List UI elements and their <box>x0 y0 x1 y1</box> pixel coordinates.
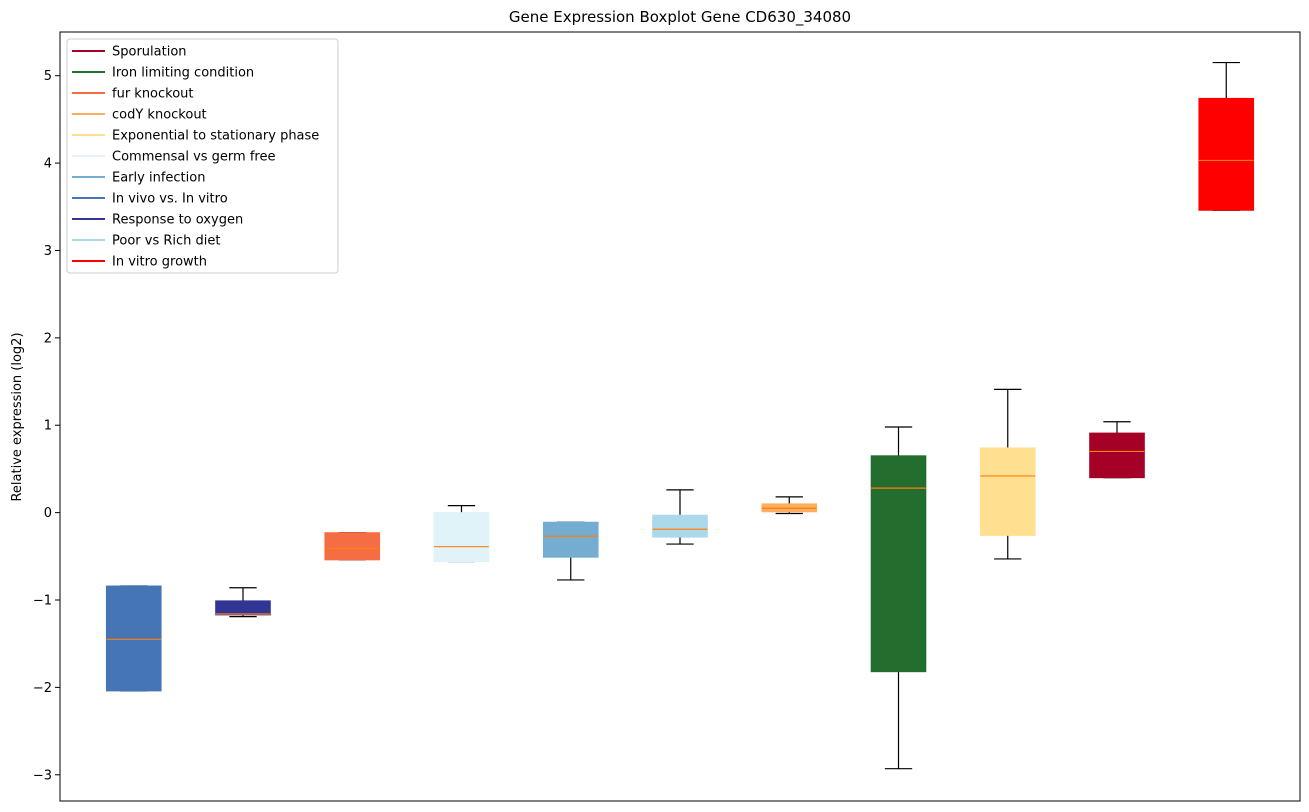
box-body <box>1089 432 1145 479</box>
y-axis-label: Relative expression (log2) <box>10 332 25 501</box>
y-tick-label: 3 <box>44 244 52 259</box>
plot-area <box>105 61 1255 770</box>
plot-frame <box>59 31 1301 802</box>
box-body <box>105 585 162 692</box>
y-axis: −3 −2 −1 0 1 2 3 4 5 <box>33 69 60 783</box>
box-group <box>324 532 381 561</box>
legend-label: Early infection <box>112 171 205 186</box>
legend-item: Exponential to stationary phase <box>72 129 319 144</box>
box-group <box>215 587 271 618</box>
box-group <box>870 426 927 770</box>
legend-label: Commensal vs germ free <box>112 150 275 165</box>
box-group <box>105 585 162 692</box>
legend-frame <box>66 38 339 274</box>
box-group <box>761 496 818 515</box>
y-tick-label: 2 <box>44 331 52 346</box>
legend-label: In vivo vs. In vitro <box>112 192 228 207</box>
box-body <box>652 514 708 538</box>
legend-label: Exponential to stationary phase <box>112 129 319 144</box>
legend-label: Sporulation <box>112 45 187 60</box>
y-tick-label: −1 <box>33 594 52 609</box>
legend-label: Response to oxygen <box>112 213 243 228</box>
y-tick-label: 4 <box>44 157 52 172</box>
legend-item: Poor vs Rich diet <box>72 234 220 249</box>
legend: Sporulation Iron limiting condition fur kn… <box>66 38 339 274</box>
box-group <box>433 505 490 563</box>
legend-label: fur knockout <box>112 87 194 102</box>
legend-item: In vitro growth <box>72 255 207 270</box>
legend-item: In vivo vs. In vitro <box>72 192 228 207</box>
legend-label: codY knockout <box>112 108 207 123</box>
box-body <box>433 512 490 563</box>
box-group <box>1198 61 1255 211</box>
legend-item: Response to oxygen <box>72 213 243 228</box>
y-tick-label: −2 <box>33 681 52 696</box>
legend-item: Commensal vs germ free <box>72 150 275 165</box>
y-tick-label: 5 <box>44 69 52 84</box>
box-body <box>215 600 271 616</box>
y-tick-label: 0 <box>44 506 52 521</box>
box-group <box>652 489 708 545</box>
y-tick-label: 1 <box>44 419 52 434</box>
box-body <box>324 532 381 561</box>
legend-item: Sporulation <box>72 45 187 60</box>
y-tick-label: −3 <box>33 768 52 783</box>
box-body <box>1198 97 1255 211</box>
box-group <box>542 521 599 581</box>
legend-label: Poor vs Rich diet <box>112 234 220 249</box>
box-body <box>979 447 1036 536</box>
legend-label: In vitro growth <box>112 255 207 270</box>
box-group <box>979 388 1036 560</box>
box-body <box>542 521 599 558</box>
legend-item: fur knockout <box>72 87 194 102</box>
legend-label: Iron limiting condition <box>112 66 254 81</box>
legend-item: codY knockout <box>72 108 207 123</box>
box-group <box>1089 421 1145 479</box>
legend-item: Early infection <box>72 171 205 186</box>
box-body <box>870 455 927 673</box>
chart-title: Gene Expression Boxplot Gene CD630_34080 <box>509 8 851 27</box>
legend-item: Iron limiting condition <box>72 66 254 81</box>
